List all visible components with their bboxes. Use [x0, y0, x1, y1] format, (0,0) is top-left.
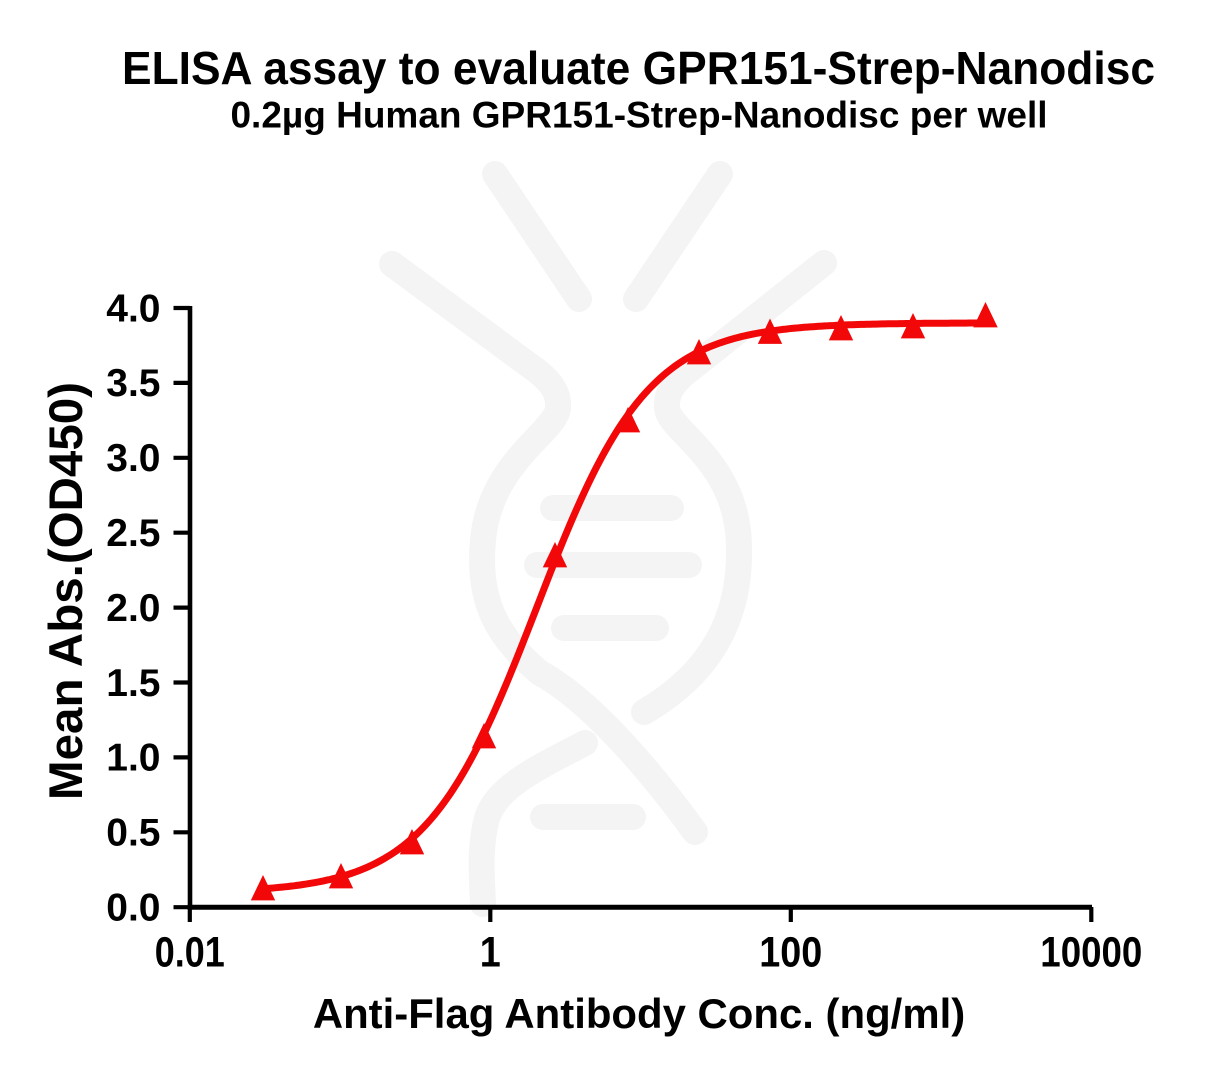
- svg-text:Mean Abs.(OD450): Mean Abs.(OD450): [40, 382, 93, 800]
- svg-text:0.5: 0.5: [106, 812, 160, 855]
- svg-text:0.01: 0.01: [155, 929, 225, 977]
- svg-text:4.0: 4.0: [106, 287, 160, 330]
- svg-text:2.5: 2.5: [106, 512, 160, 555]
- svg-text:3.0: 3.0: [106, 437, 160, 480]
- svg-text:2.0: 2.0: [106, 587, 160, 630]
- svg-text:3.5: 3.5: [106, 362, 160, 405]
- svg-text:10000: 10000: [1040, 929, 1142, 977]
- svg-text:100: 100: [759, 929, 822, 977]
- svg-text:ELISA assay to evaluate GPR151: ELISA assay to evaluate GPR151-Strep-Nan…: [122, 42, 1155, 94]
- svg-text:Anti-Flag Antibody Conc. (ng/m: Anti-Flag Antibody Conc. (ng/ml): [313, 990, 965, 1037]
- svg-text:1: 1: [480, 929, 501, 977]
- svg-text:1.0: 1.0: [106, 737, 160, 780]
- svg-text:0.2µg Human GPR151-Strep-Nanod: 0.2µg Human GPR151-Strep-Nanodisc per we…: [230, 94, 1047, 135]
- svg-text:0.0: 0.0: [106, 887, 160, 930]
- svg-text:1.5: 1.5: [106, 662, 160, 705]
